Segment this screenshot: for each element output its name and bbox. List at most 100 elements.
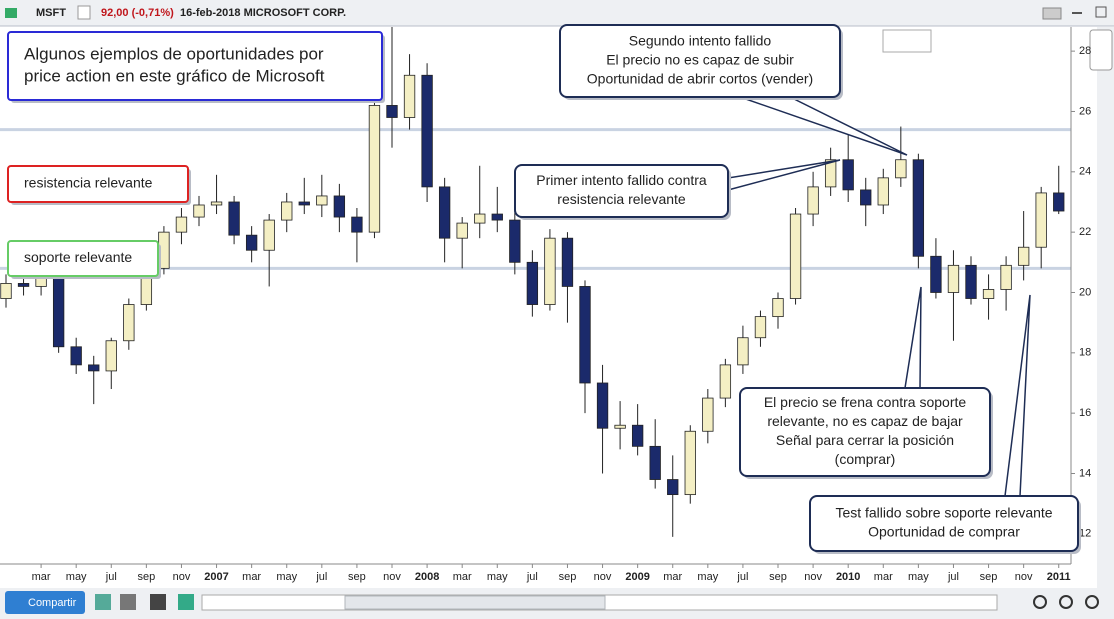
- candle-body: [772, 298, 784, 318]
- x-tick-label: mar: [874, 571, 893, 583]
- candle-body: [719, 364, 732, 399]
- candle-body: [877, 177, 889, 206]
- candle-body: [737, 337, 749, 366]
- x-tick-label: jul: [736, 571, 748, 583]
- minimize-button[interactable]: [1072, 12, 1082, 14]
- x-tick-label: sep: [980, 571, 998, 583]
- indicator-button[interactable]: [882, 29, 932, 53]
- tool-icon[interactable]: [150, 594, 166, 610]
- candle-body: [754, 316, 767, 339]
- share-label[interactable]: Compartir: [28, 597, 77, 609]
- share-button[interactable]: [5, 591, 85, 614]
- candle-body: [947, 264, 960, 293]
- annotation-box: [7, 240, 159, 277]
- candle-body: [824, 159, 837, 188]
- x-tick-label: may: [487, 571, 508, 583]
- y-tick-label: 12: [1079, 528, 1091, 540]
- x-tick-label: 2007: [204, 571, 228, 583]
- annotation-text: Test fallido sobre soporte relevante: [835, 505, 1052, 521]
- candle-body: [193, 204, 205, 218]
- y-axis-area: [1072, 27, 1097, 567]
- symbol-icon[interactable]: [5, 8, 17, 18]
- candle-body: [281, 201, 293, 221]
- candle-body: [526, 261, 539, 305]
- candle-body: [210, 201, 223, 206]
- annotation-text: Algunos ejemplos de oportunidades por: [24, 44, 324, 63]
- zoom-in-button[interactable]: [1085, 595, 1099, 609]
- candle-body: [912, 159, 925, 257]
- candle-body: [456, 222, 468, 239]
- x-tick-label: nov: [594, 571, 612, 583]
- side-tools[interactable]: [1089, 29, 1113, 71]
- candle-body: [491, 213, 503, 221]
- x-tick-label: jul: [947, 571, 959, 583]
- annotation-text: price action en este gráfico de Microsof…: [24, 66, 325, 85]
- annotation-text: Segundo intento fallido: [629, 33, 772, 49]
- x-tick-label: nov: [383, 571, 401, 583]
- symbol[interactable]: MSFT: [36, 7, 66, 19]
- scroll-thumb[interactable]: [344, 595, 606, 610]
- candle-body: [421, 74, 433, 188]
- side-panel: [1097, 27, 1114, 588]
- candle-body: [895, 159, 907, 179]
- candle-body: [316, 195, 328, 206]
- y-tick-label: 20: [1079, 286, 1091, 298]
- annotation-text: El precio no es capaz de subir: [606, 52, 794, 68]
- x-tick-label: may: [66, 571, 87, 583]
- candle-body: [88, 364, 100, 372]
- x-tick-label: sep: [559, 571, 577, 583]
- tool-icon[interactable]: [178, 594, 194, 610]
- candle-body: [702, 397, 714, 432]
- candle-body: [263, 219, 275, 251]
- candle-body: [509, 219, 521, 263]
- zoom-button[interactable]: [1033, 595, 1047, 609]
- maximize-button[interactable]: [1095, 6, 1107, 18]
- y-tick-label: 14: [1079, 467, 1091, 479]
- tool-icon[interactable]: [120, 594, 136, 610]
- candle-body: [684, 430, 696, 496]
- candle-body: [842, 159, 854, 191]
- zoom-out-button[interactable]: [1059, 595, 1073, 609]
- candle-body: [70, 346, 82, 366]
- x-tick-label: may: [276, 571, 297, 583]
- candle-body: [930, 255, 942, 293]
- annotation-text: relevante, no es capaz de bajar: [767, 413, 963, 429]
- x-tick-label: jul: [105, 571, 117, 583]
- annotation-box: [739, 387, 991, 477]
- x-tick-label: sep: [769, 571, 787, 583]
- annotation-box: [514, 164, 729, 218]
- x-tick-label: mar: [663, 571, 682, 583]
- candle-body: [438, 186, 451, 239]
- annotation-box: [7, 31, 383, 101]
- candle-body: [965, 264, 977, 299]
- quote: 92,00 (-0,71%): [101, 7, 174, 19]
- candle-body: [228, 201, 240, 236]
- x-tick-label: mar: [453, 571, 472, 583]
- candle-body: [351, 216, 363, 233]
- toolbar: [0, 0, 1114, 26]
- y-tick-label: 22: [1079, 226, 1091, 238]
- x-tick-label: nov: [1015, 571, 1033, 583]
- annotation-box: [7, 165, 189, 203]
- annotation-text: resistencia relevante: [24, 175, 153, 191]
- candle-body: [1000, 264, 1012, 290]
- x-tick-label: may: [908, 571, 929, 583]
- candle-body: [474, 213, 486, 224]
- y-tick-label: 28: [1079, 45, 1091, 57]
- annotation-text: (comprar): [835, 451, 896, 467]
- candle-body: [298, 201, 310, 206]
- keyboard-icon[interactable]: [1042, 7, 1062, 20]
- info-icon[interactable]: [77, 5, 91, 20]
- candle-body: [386, 105, 398, 118]
- candle-body: [631, 424, 644, 447]
- annotation-text: Señal para cerrar la posición: [776, 432, 954, 448]
- candle-body: [982, 289, 995, 299]
- annotation-box: [809, 495, 1079, 552]
- candle-body: [1035, 192, 1047, 248]
- x-tick-label: mar: [32, 571, 51, 583]
- y-tick-label: 16: [1079, 407, 1091, 419]
- x-tick-label: mar: [242, 571, 261, 583]
- candle-body: [544, 237, 556, 305]
- tool-icon[interactable]: [95, 594, 111, 610]
